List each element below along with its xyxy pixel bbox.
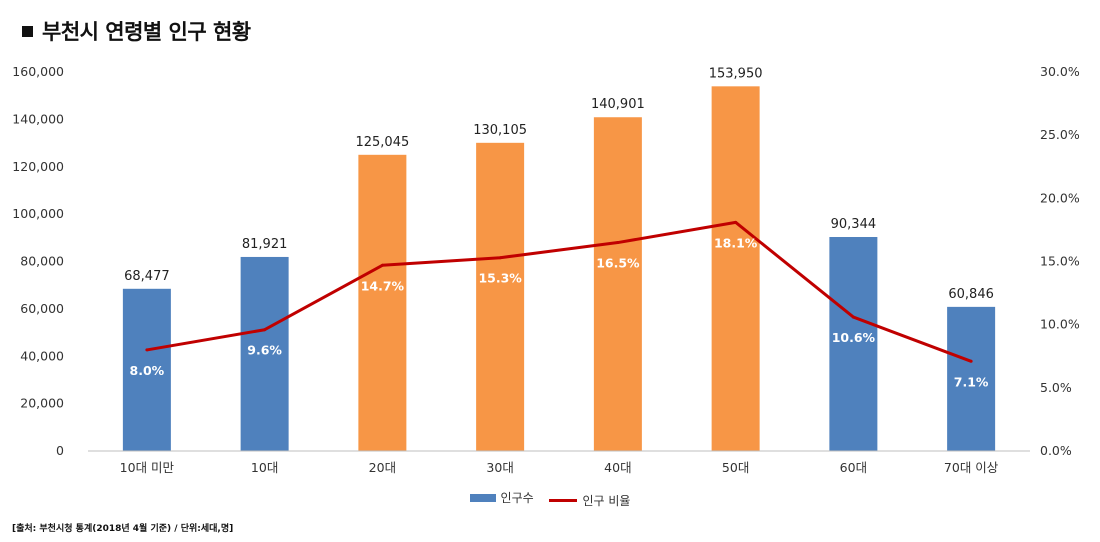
left-tick-label: 80,000: [20, 254, 64, 269]
left-tick-label: 20,000: [20, 396, 64, 411]
x-tick-label: 40대: [604, 460, 631, 475]
line-value-label: 10.6%: [832, 330, 876, 345]
line-value-label: 15.3%: [478, 271, 522, 286]
line-value-label: 18.1%: [714, 235, 758, 250]
bar-value-label: 153,950: [709, 66, 763, 81]
line-value-label: 14.7%: [361, 278, 405, 293]
legend-line-label: 인구 비율: [582, 493, 631, 508]
bar-series: [122, 86, 996, 452]
title-square-icon: [22, 26, 33, 37]
right-tick-label: 30.0%: [1040, 64, 1080, 79]
right-tick-label: 0.0%: [1040, 443, 1072, 458]
line-point: [263, 328, 267, 332]
line-value-labels: 8.0% 9.6% 14.7% 15.3% 16.5% 18.1% 10.6% 7.1%: [130, 235, 989, 389]
line-series: [145, 220, 973, 363]
bar-value-label: 68,477: [124, 269, 170, 284]
left-tick-label: 120,000: [12, 159, 64, 174]
bar-value-label: 140,901: [591, 97, 645, 112]
x-tick-label: 70대 이상: [944, 460, 999, 475]
bar-value-label: 60,846: [948, 287, 994, 302]
right-tick-label: 20.0%: [1040, 190, 1080, 205]
x-tick-label: 20대: [369, 460, 396, 475]
line-point: [145, 348, 149, 352]
source-note: [출처: 부천시청 통계(2018년 4월 기준) / 단위:세대,명]: [12, 524, 234, 534]
line-value-label: 16.5%: [596, 256, 640, 271]
bar-value-labels: 68,477 81,921 125,045 130,105 140,901 153,950…: [124, 66, 994, 302]
x-tick-label: 60대: [840, 460, 867, 475]
x-tick-label: 10대: [251, 460, 278, 475]
bar: [240, 256, 289, 451]
line-point: [380, 263, 384, 267]
x-tick-label: 50대: [722, 460, 749, 475]
line-point: [616, 241, 620, 245]
bar-value-label: 130,105: [473, 123, 527, 138]
legend-item-bar: 인구수: [469, 489, 534, 506]
legend-item-line: 인구 비율: [549, 492, 630, 509]
legend-line-swatch: [549, 498, 578, 502]
right-tick-label: 25.0%: [1040, 127, 1080, 142]
x-axis: 10대 미만 10대 20대 30대 40대 50대 60대 70대 이상: [120, 460, 999, 475]
x-tick-label: 30대: [486, 460, 513, 475]
left-axis: 0 20,000 40,000 60,000 80,000 100,000 120,000 1…: [12, 64, 64, 458]
bar: [122, 288, 171, 451]
x-tick-label: 10대 미만: [120, 460, 175, 475]
right-tick-label: 10.0%: [1040, 317, 1080, 332]
line-value-label: 7.1%: [954, 374, 989, 389]
legend: 인구수 인구 비율: [0, 489, 1100, 509]
left-tick-label: 60,000: [20, 301, 64, 316]
line-point: [969, 359, 973, 363]
bar-value-label: 81,921: [242, 237, 288, 252]
line-point: [851, 315, 855, 319]
line-value-label: 8.0%: [130, 363, 165, 378]
right-axis: 0.0% 5.0% 10.0% 15.0% 20.0% 25.0% 30.0%: [1040, 64, 1080, 458]
bar: [829, 236, 878, 451]
bar: [476, 142, 525, 451]
bar: [711, 86, 760, 452]
left-tick-label: 100,000: [12, 206, 64, 221]
chart-title: 부천시 연령별 인구 현황: [22, 16, 251, 46]
right-tick-label: 15.0%: [1040, 254, 1080, 269]
legend-bar-label: 인구수: [500, 491, 534, 505]
line-point: [498, 256, 502, 260]
right-tick-label: 5.0%: [1040, 380, 1072, 395]
left-tick-label: 160,000: [12, 64, 64, 79]
bar: [593, 117, 642, 451]
bar-value-label: 125,045: [355, 135, 409, 150]
line-point: [734, 220, 738, 224]
bar: [358, 154, 407, 451]
legend-bar-swatch: [469, 493, 496, 502]
left-tick-label: 0: [56, 443, 64, 458]
bar: [947, 306, 996, 451]
left-tick-label: 140,000: [12, 111, 64, 126]
ratio-line: [146, 220, 972, 363]
left-tick-label: 40,000: [20, 348, 64, 363]
chart-title-text: 부천시 연령별 인구 현황: [42, 20, 251, 44]
bar-value-label: 90,344: [831, 217, 877, 232]
line-value-label: 9.6%: [247, 343, 282, 358]
